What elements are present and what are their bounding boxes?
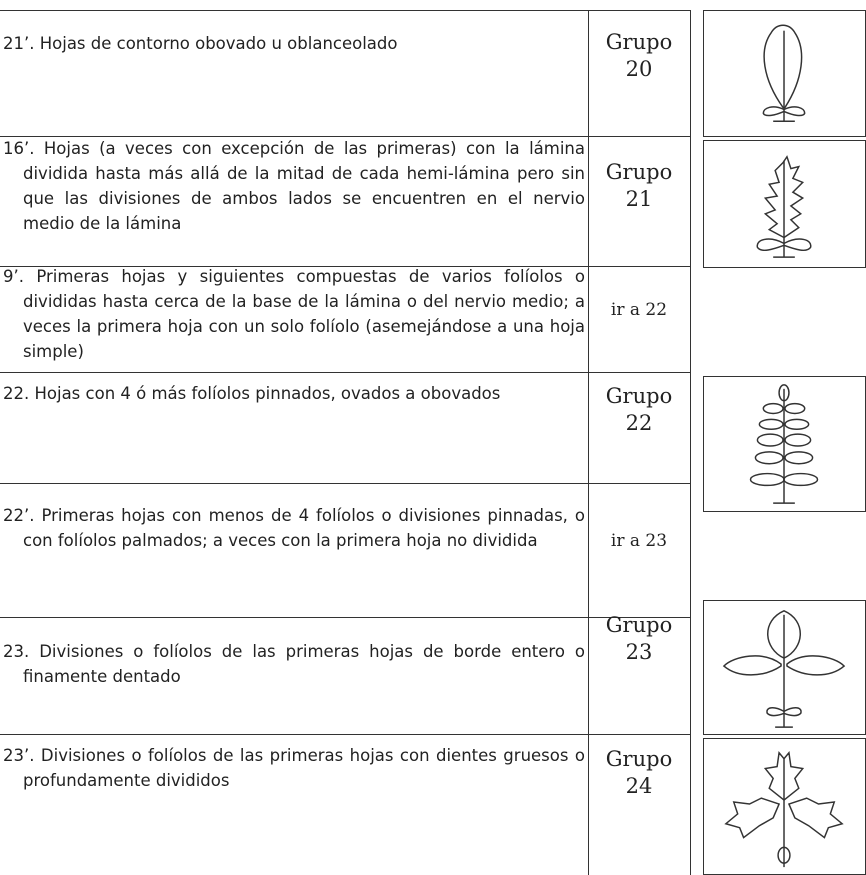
row-line [0, 266, 690, 267]
group-label: Grupo 20 [596, 29, 682, 83]
row-line [0, 734, 690, 735]
leaf-drawing [756, 155, 812, 258]
leaf-drawing [749, 384, 819, 504]
row-line [0, 136, 690, 137]
group-text: ir a 22 [610, 300, 668, 320]
key-text: 16’. Hojas (a veces con excepción de las… [3, 139, 585, 233]
key-text: 23’. Divisiones o folíolos de las primer… [3, 746, 585, 790]
group-label: ir a 22 [596, 297, 682, 324]
leaf-figure [703, 10, 866, 137]
group-label: Grupo 22 [596, 383, 682, 437]
leaf-drawing [762, 24, 806, 122]
group-text: Grupo 20 [605, 30, 673, 81]
key-text: 22’. Primeras hojas con menos de 4 folío… [3, 506, 585, 550]
leaf-figure [703, 600, 866, 735]
row-line [0, 617, 690, 618]
row-line [0, 10, 690, 11]
key-text: 21’. Hojas de contorno obovado u oblance… [3, 34, 398, 53]
group-text: Grupo 22 [605, 384, 673, 435]
key-text: 22. Hojas con 4 ó más folíolos pinnados,… [3, 384, 501, 403]
column-line [588, 10, 589, 875]
group-label: ir a 23 [596, 528, 682, 555]
row-line [0, 483, 690, 484]
group-text: Grupo 23 [605, 613, 673, 664]
group-text: ir a 23 [610, 531, 668, 551]
group-label: Grupo 24 [596, 746, 682, 800]
leaf-figure [703, 738, 866, 875]
leaf-figure [703, 140, 866, 268]
key-text: 23. Divisiones o folíolos de las primera… [3, 642, 585, 686]
group-label: Grupo 23 [596, 612, 682, 666]
leaf-drawing [724, 751, 844, 868]
group-label: Grupo 21 [596, 159, 682, 213]
leaf-figure [703, 376, 866, 512]
key-text: 9’. Primeras hojas y siguientes compuest… [3, 267, 585, 361]
row-line [0, 372, 690, 373]
group-text: Grupo 21 [605, 160, 673, 211]
column-line [690, 10, 691, 875]
leaf-drawing [722, 610, 846, 728]
group-text: Grupo 24 [605, 747, 673, 798]
